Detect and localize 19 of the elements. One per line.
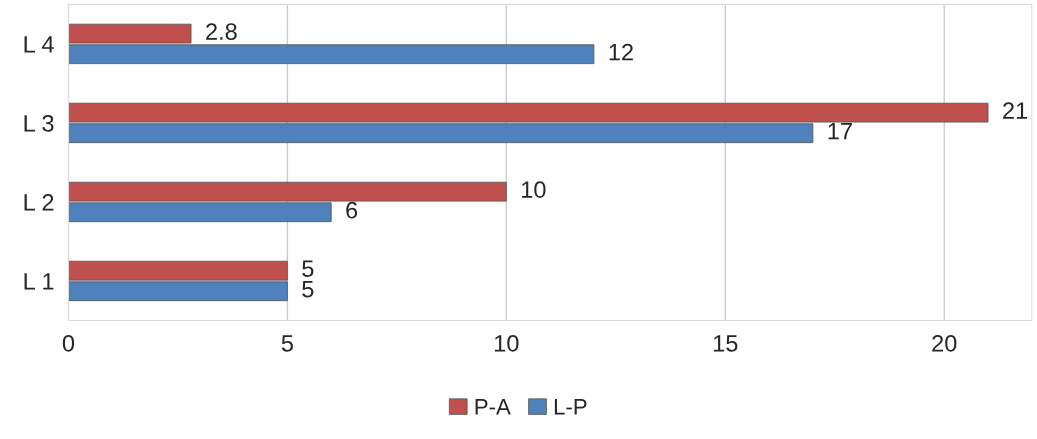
y-tick-label: L 1 <box>24 273 54 290</box>
y-tick-label: L 2 <box>24 194 54 211</box>
x-tick-label: 15 <box>713 335 738 352</box>
data-label: 2.8 <box>206 23 237 40</box>
data-label: 10 <box>522 181 546 199</box>
x-tick-label: 10 <box>495 334 519 352</box>
data-label: 21 <box>1003 102 1028 119</box>
legend-label: L-P <box>554 399 587 415</box>
x-tick-label: 5 <box>281 335 293 352</box>
data-label: 17 <box>828 123 852 140</box>
x-tick-label: 0 <box>62 334 75 352</box>
legend-label: P-A <box>475 399 511 415</box>
x-tick-label: 20 <box>932 334 957 352</box>
y-tick-label: L 4 <box>24 36 54 53</box>
data-label: 5 <box>302 260 314 278</box>
data-label: 12 <box>609 43 633 61</box>
data-label: 5 <box>302 281 314 298</box>
y-tick-label: L 3 <box>24 114 54 132</box>
data-label: 6 <box>346 201 358 219</box>
